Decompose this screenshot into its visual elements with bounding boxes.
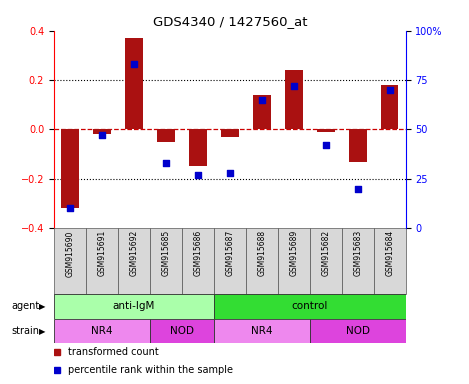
Bar [253, 95, 271, 129]
Text: GSM915686: GSM915686 [193, 230, 202, 276]
Text: GSM915683: GSM915683 [353, 230, 362, 276]
Bar [214, 228, 246, 294]
Point [354, 185, 362, 192]
Point [98, 132, 106, 139]
Text: GSM915682: GSM915682 [321, 230, 330, 276]
Bar [278, 228, 310, 294]
Point [386, 87, 393, 93]
Bar [189, 129, 207, 167]
Text: transformed count: transformed count [68, 347, 159, 357]
Bar [317, 129, 334, 132]
Text: ▶: ▶ [39, 302, 45, 311]
Bar [285, 70, 303, 129]
Text: GSM915688: GSM915688 [257, 230, 266, 276]
Point [226, 170, 234, 176]
Text: strain: strain [12, 326, 40, 336]
Bar [342, 228, 374, 294]
Point [194, 172, 202, 178]
Bar [54, 319, 150, 343]
Bar [182, 228, 214, 294]
Bar [349, 129, 366, 162]
Point [162, 160, 170, 166]
Text: percentile rank within the sample: percentile rank within the sample [68, 365, 233, 375]
Bar [86, 228, 118, 294]
Title: GDS4340 / 1427560_at: GDS4340 / 1427560_at [152, 15, 307, 28]
Bar [150, 319, 214, 343]
Point [258, 97, 265, 103]
Text: NR4: NR4 [251, 326, 272, 336]
Bar [374, 228, 406, 294]
Text: GSM915687: GSM915687 [225, 230, 234, 276]
Bar [214, 294, 406, 319]
Text: GSM915692: GSM915692 [129, 230, 138, 276]
Text: GSM915689: GSM915689 [289, 230, 298, 276]
Text: control: control [292, 301, 328, 311]
Point [130, 61, 137, 67]
Bar [214, 319, 310, 343]
Text: agent: agent [12, 301, 40, 311]
Text: GSM915691: GSM915691 [98, 230, 106, 276]
Text: NR4: NR4 [91, 326, 113, 336]
Text: NOD: NOD [346, 326, 370, 336]
Point [322, 142, 330, 148]
Text: NOD: NOD [170, 326, 194, 336]
Text: GSM915690: GSM915690 [65, 230, 75, 276]
Bar [61, 129, 79, 209]
Bar [54, 294, 214, 319]
Text: ▶: ▶ [39, 326, 45, 336]
Point [66, 205, 74, 212]
Point [290, 83, 297, 89]
Bar [221, 129, 239, 137]
Bar [246, 228, 278, 294]
Text: anti-IgM: anti-IgM [113, 301, 155, 311]
Bar [310, 319, 406, 343]
Bar [157, 129, 174, 142]
Bar [310, 228, 342, 294]
Bar [381, 85, 399, 129]
Bar [150, 228, 182, 294]
Bar [118, 228, 150, 294]
Text: GSM915685: GSM915685 [161, 230, 170, 276]
Bar [93, 129, 111, 134]
Bar [125, 38, 143, 129]
Bar [54, 228, 86, 294]
Text: GSM915684: GSM915684 [385, 230, 394, 276]
